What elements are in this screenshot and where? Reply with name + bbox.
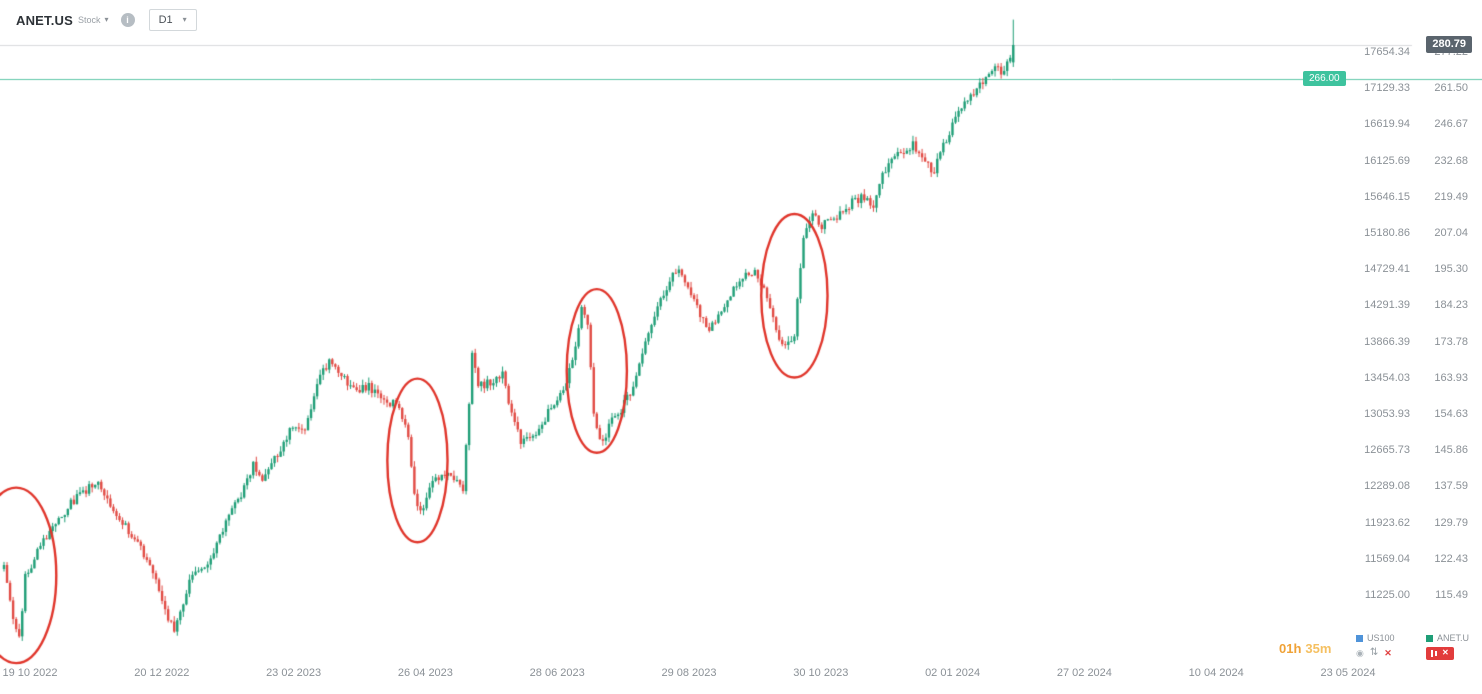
us100-color-swatch xyxy=(1356,634,1363,642)
active-instrument-chip[interactable]: ✕ xyxy=(1426,646,1454,660)
time-axis-label: 02 01 2024 xyxy=(925,667,981,679)
close-icon[interactable]: ✕ xyxy=(1442,648,1449,657)
remove-instrument-icon[interactable]: ✕ xyxy=(1384,647,1392,658)
target-icon[interactable]: ◉ xyxy=(1356,647,1364,658)
countdown-minutes: 35m xyxy=(1305,641,1332,656)
time-axis-label: 23 02 2023 xyxy=(266,667,322,679)
instrument-header: ANET.US Stock ▾ i D1 ▾ xyxy=(16,9,197,31)
legend-label-anet: ANET.U xyxy=(1437,633,1470,643)
time-axis-label: 19 10 2022 xyxy=(2,667,58,679)
legend-row: ANET.U xyxy=(1426,632,1469,644)
instrument-type-label: Stock xyxy=(78,15,101,25)
info-icon[interactable]: i xyxy=(120,13,135,27)
legend-us100[interactable]: US100 ◉ ⇅ ✕ xyxy=(1356,632,1395,659)
time-axis-label: 28 06 2023 xyxy=(529,667,585,679)
time-axis-label: 10 04 2024 xyxy=(1188,667,1244,679)
candle-countdown: 01h 35m xyxy=(1279,641,1331,656)
time-axis[interactable]: 19 10 2022 20 12 2022 23 02 2023 26 04 2023… xyxy=(0,667,1482,687)
legend-row: US100 xyxy=(1356,632,1395,644)
candlestick-icon xyxy=(1431,649,1433,657)
time-axis-label: 23 05 2024 xyxy=(1320,667,1376,679)
countdown-hours: 01h xyxy=(1279,641,1302,656)
legend-anet[interactable]: ANET.U ✕ xyxy=(1426,632,1469,660)
time-axis-label: 29 08 2023 xyxy=(661,667,717,679)
updown-arrows-icon[interactable]: ⇅ xyxy=(1369,647,1379,658)
time-axis-label: 27 02 2024 xyxy=(1056,667,1112,679)
legend-controls: ✕ xyxy=(1426,646,1469,660)
chevron-down-icon[interactable]: ▾ xyxy=(104,15,109,24)
timeframe-select[interactable]: D1 ▾ xyxy=(148,9,197,31)
legend-controls: ◉ ⇅ ✕ xyxy=(1356,647,1395,659)
symbol-name: ANET.US xyxy=(16,12,74,28)
current-price-badge: 280.79 xyxy=(1426,35,1472,53)
alert-price-badge[interactable]: 266.00 xyxy=(1303,70,1346,86)
timeframe-value: D1 xyxy=(158,14,173,26)
anet-color-swatch xyxy=(1426,634,1433,642)
legend-label-us100: US100 xyxy=(1367,633,1395,643)
time-axis-label: 20 12 2022 xyxy=(134,667,190,679)
candlestick-icon xyxy=(1435,650,1437,656)
chevron-down-icon: ▾ xyxy=(182,15,187,24)
time-axis-label: 30 10 2023 xyxy=(793,667,849,679)
time-axis-label: 26 04 2023 xyxy=(397,667,453,679)
